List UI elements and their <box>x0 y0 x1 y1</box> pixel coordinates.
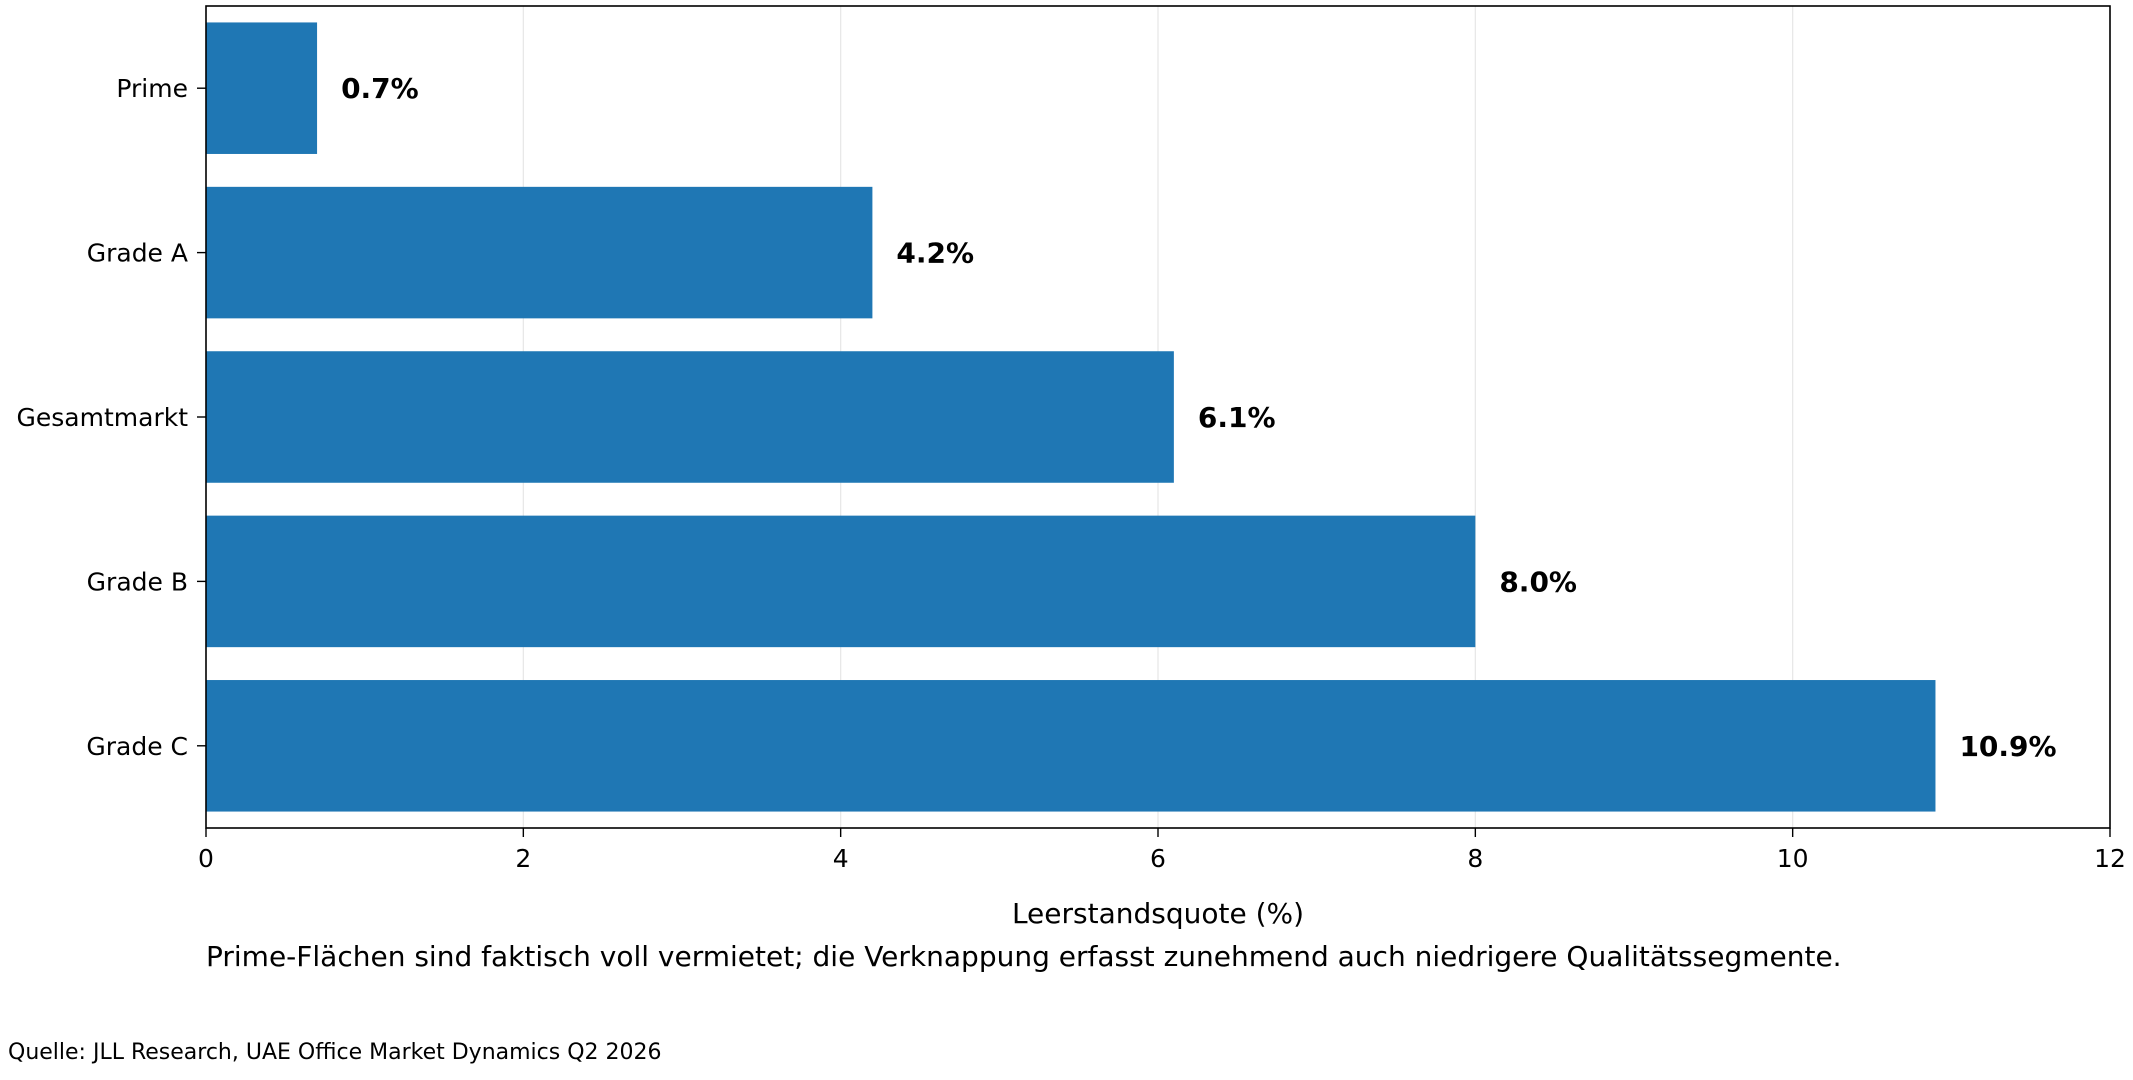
y-tick-label: Prime <box>116 74 188 103</box>
bar <box>206 680 1936 812</box>
x-tick-label: 12 <box>2094 844 2126 873</box>
bar <box>206 22 318 154</box>
bar <box>206 515 1476 648</box>
bar <box>206 351 1174 483</box>
value-labels: 0.7% 4.2% 6.1% 8.0% 10.9% <box>341 72 2057 763</box>
x-tick-label: 8 <box>1467 844 1483 873</box>
x-tick-label: 4 <box>833 844 849 873</box>
value-label: 6.1% <box>1198 401 1276 434</box>
value-label: 10.9% <box>1959 730 2056 763</box>
value-label: 4.2% <box>896 237 974 270</box>
x-axis-title: Leerstandsquote (%) <box>1012 897 1304 930</box>
y-tick-label: Gesamtmarkt <box>17 403 189 432</box>
x-tick-label: 0 <box>198 844 214 873</box>
chart-caption: Prime-Flächen sind faktisch voll vermiet… <box>206 940 1842 973</box>
y-tick-label: Grade B <box>87 567 188 596</box>
y-axis: Prime Grade A Gesamtmarkt Grade B Grade C <box>17 74 206 761</box>
bar <box>206 186 873 319</box>
x-tick-label: 2 <box>515 844 531 873</box>
x-tick-label: 10 <box>1777 844 1809 873</box>
source-note: Quelle: JLL Research, UAE Office Market … <box>8 1040 662 1065</box>
value-label: 0.7% <box>341 72 419 105</box>
y-tick-label: Grade C <box>86 732 188 761</box>
bars <box>206 22 1936 812</box>
x-axis: 0 2 4 6 8 10 12 <box>198 828 2126 873</box>
y-tick-label: Grade A <box>87 239 188 268</box>
value-label: 8.0% <box>1499 565 1577 598</box>
x-tick-label: 6 <box>1150 844 1166 873</box>
